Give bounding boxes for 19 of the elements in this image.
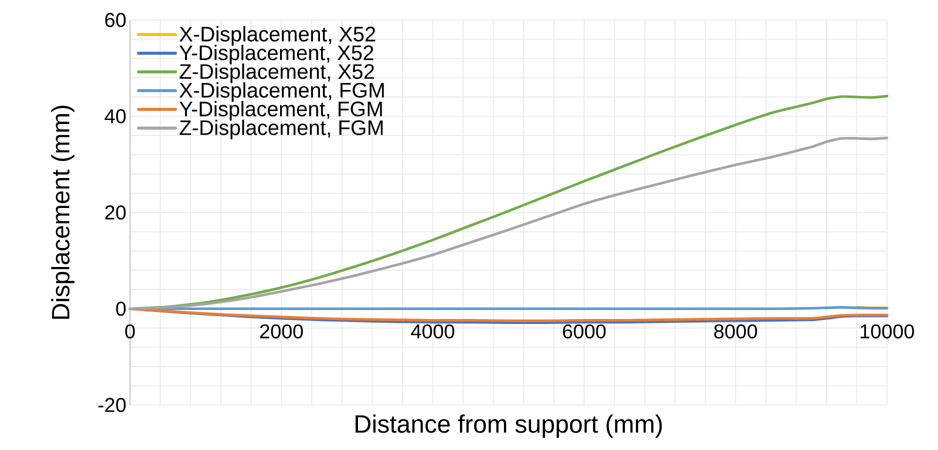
x-axis-title: Distance from support (mm) bbox=[356, 414, 662, 438]
legend-label: Y-Displacement, X52 bbox=[179, 44, 374, 64]
x-tick-label: 0 bbox=[125, 324, 135, 338]
y-tick-label: 60 bbox=[105, 12, 126, 28]
y-tick-label: 20 bbox=[105, 205, 126, 220]
y-tick-label: 40 bbox=[104, 109, 126, 124]
y-axis-title: Displacement (mm) bbox=[51, 106, 74, 319]
y-tick-label: -20 bbox=[98, 398, 126, 412]
x-tick-label: 2000 bbox=[260, 324, 303, 338]
x-tick-label: 10000 bbox=[860, 324, 914, 338]
legend-label: Y-Displacement, FGM bbox=[179, 100, 382, 121]
y-tick-label: 0 bbox=[116, 302, 126, 316]
x-tick-label: 8000 bbox=[714, 324, 758, 338]
x-tick-label: 6000 bbox=[562, 324, 606, 338]
legend-label: Z-Displacement, X52 bbox=[180, 64, 374, 84]
legend-label: X-Displacement, X52 bbox=[179, 26, 376, 46]
x-tick-label: 4000 bbox=[411, 324, 454, 338]
legend-label: X-Displacement, FGM bbox=[179, 82, 384, 102]
legend-label: Z-Displacement, FGM bbox=[180, 120, 383, 140]
